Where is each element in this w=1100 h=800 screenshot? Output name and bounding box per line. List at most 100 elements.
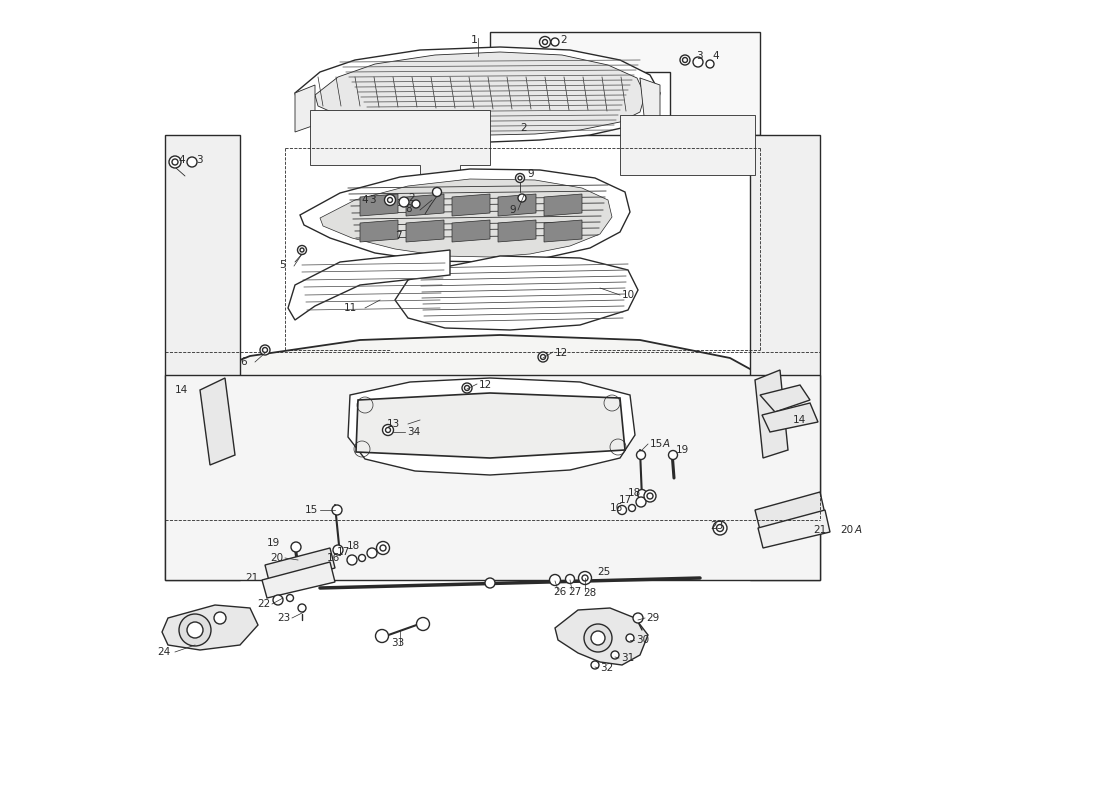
Text: 32: 32 <box>600 663 614 673</box>
Polygon shape <box>200 378 235 465</box>
Polygon shape <box>360 194 398 216</box>
Text: 4: 4 <box>362 195 369 205</box>
Circle shape <box>713 521 727 535</box>
Text: 4: 4 <box>712 51 718 61</box>
Text: 12: 12 <box>478 380 493 390</box>
Circle shape <box>332 505 342 515</box>
Polygon shape <box>556 608 648 665</box>
Text: 4: 4 <box>178 155 185 165</box>
Polygon shape <box>452 220 490 242</box>
Text: 7: 7 <box>395 231 402 241</box>
Text: 23: 23 <box>277 613 290 623</box>
Text: 2: 2 <box>520 123 527 133</box>
Text: A: A <box>855 525 862 535</box>
Text: 34: 34 <box>407 427 420 437</box>
Polygon shape <box>498 220 536 242</box>
Text: 19: 19 <box>266 538 280 548</box>
Circle shape <box>187 157 197 167</box>
Circle shape <box>550 574 561 586</box>
Circle shape <box>636 497 646 507</box>
Circle shape <box>333 545 343 555</box>
Text: 22: 22 <box>256 599 270 609</box>
Polygon shape <box>348 378 635 475</box>
Polygon shape <box>544 194 582 216</box>
Circle shape <box>179 614 211 646</box>
Polygon shape <box>310 110 490 178</box>
Text: 18: 18 <box>346 541 360 551</box>
Text: 31: 31 <box>621 653 635 663</box>
Circle shape <box>716 525 724 531</box>
Circle shape <box>297 246 307 254</box>
Text: 11: 11 <box>343 303 358 313</box>
Circle shape <box>379 545 386 551</box>
Text: 5: 5 <box>279 260 286 270</box>
Circle shape <box>346 555 358 565</box>
Circle shape <box>300 248 304 252</box>
Circle shape <box>516 174 525 182</box>
Text: 3: 3 <box>696 51 703 61</box>
Text: 28: 28 <box>583 588 596 598</box>
Circle shape <box>610 651 619 659</box>
Polygon shape <box>162 605 258 650</box>
Circle shape <box>669 450 678 459</box>
Text: 18: 18 <box>628 488 641 498</box>
Circle shape <box>273 595 283 605</box>
Circle shape <box>542 39 548 45</box>
Text: 12: 12 <box>556 348 569 358</box>
Text: 2: 2 <box>560 35 566 45</box>
Circle shape <box>591 661 600 669</box>
Circle shape <box>628 505 636 511</box>
Circle shape <box>286 594 294 602</box>
Text: 20: 20 <box>840 525 854 535</box>
Polygon shape <box>360 220 398 242</box>
Circle shape <box>693 57 703 67</box>
Circle shape <box>682 58 688 62</box>
Circle shape <box>260 345 270 355</box>
Polygon shape <box>755 492 825 530</box>
Polygon shape <box>758 510 830 548</box>
Polygon shape <box>452 194 490 216</box>
Text: 23: 23 <box>710 521 724 531</box>
Text: 9: 9 <box>527 169 534 179</box>
Circle shape <box>399 197 409 207</box>
Text: 10: 10 <box>621 290 635 300</box>
Text: 3: 3 <box>196 155 202 165</box>
Circle shape <box>387 198 393 202</box>
Polygon shape <box>295 47 660 142</box>
Circle shape <box>417 618 429 630</box>
Text: 25: 25 <box>597 567 611 577</box>
Text: 2: 2 <box>408 193 415 203</box>
Circle shape <box>582 575 588 581</box>
Polygon shape <box>288 250 450 320</box>
Circle shape <box>412 200 420 208</box>
Polygon shape <box>640 78 660 125</box>
Circle shape <box>375 630 388 642</box>
Polygon shape <box>498 194 536 216</box>
Text: 14: 14 <box>793 415 806 425</box>
Circle shape <box>518 176 522 180</box>
Circle shape <box>647 493 653 499</box>
Text: 3: 3 <box>370 195 379 205</box>
Polygon shape <box>320 179 612 257</box>
Circle shape <box>292 542 301 552</box>
Polygon shape <box>406 220 444 242</box>
Text: 9: 9 <box>509 205 516 215</box>
Circle shape <box>518 194 526 202</box>
Circle shape <box>584 624 612 652</box>
Polygon shape <box>620 115 755 175</box>
Polygon shape <box>406 194 444 216</box>
Text: 15: 15 <box>305 505 318 515</box>
Polygon shape <box>395 256 638 330</box>
Text: 19: 19 <box>676 445 690 455</box>
Text: 13: 13 <box>387 419 400 429</box>
Circle shape <box>367 548 377 558</box>
Text: 21: 21 <box>813 525 826 535</box>
Circle shape <box>540 354 546 359</box>
Text: 15: 15 <box>650 439 663 449</box>
Polygon shape <box>490 32 760 135</box>
Circle shape <box>376 542 389 554</box>
Circle shape <box>385 194 396 206</box>
Polygon shape <box>195 335 770 522</box>
Circle shape <box>617 506 627 514</box>
Polygon shape <box>755 370 788 458</box>
